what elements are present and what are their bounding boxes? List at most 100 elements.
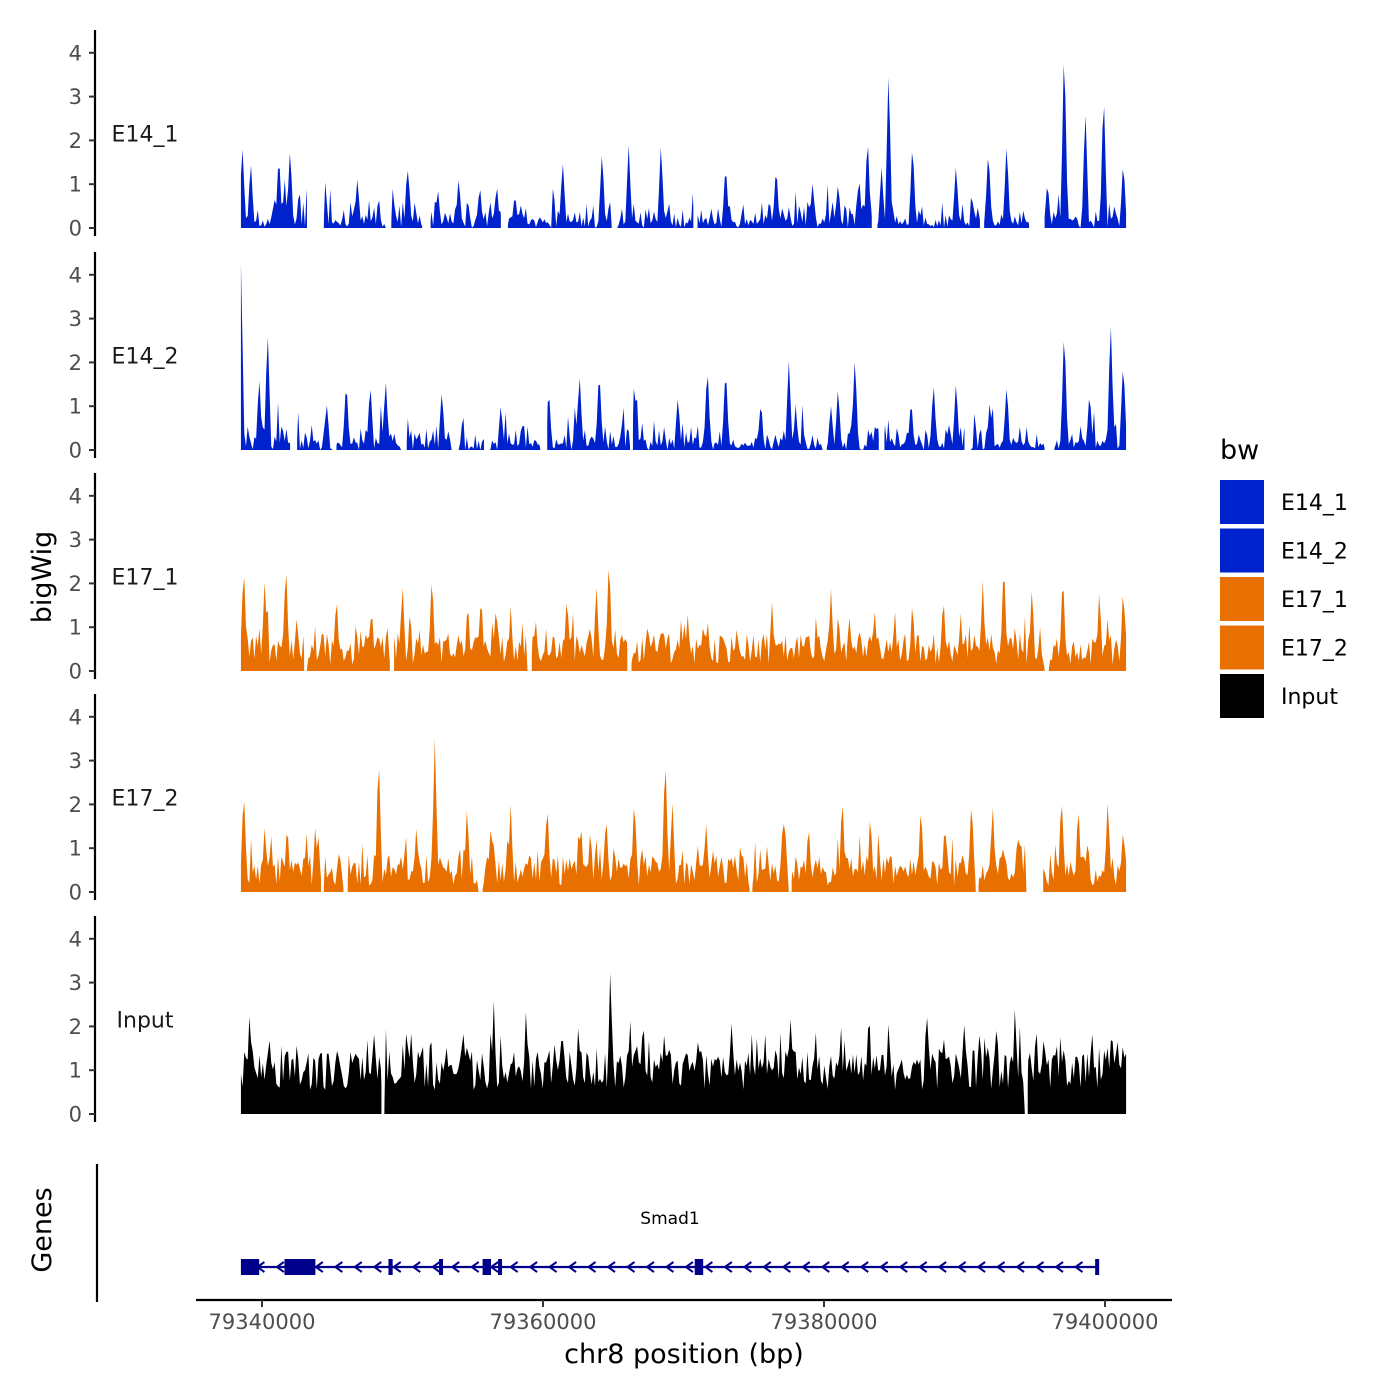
track-label: Input — [117, 1008, 174, 1033]
track-panel-input: 0 1 2 3 4 Input — [69, 912, 1127, 1127]
track-panel-e17-2: 0 1 2 3 4 E17_2 — [69, 690, 1127, 905]
legend-swatch — [1220, 577, 1264, 621]
track-label: E14_1 — [112, 122, 179, 147]
signal-gap — [788, 690, 792, 893]
gene-name-label: Smad1 — [640, 1209, 699, 1229]
y-tick-label: 1 — [69, 616, 82, 640]
strand-arrow — [820, 1261, 830, 1273]
y-tick-label: 3 — [69, 528, 82, 552]
strand-arrow — [664, 1261, 675, 1273]
y-tick-label: 2 — [69, 351, 82, 375]
strand-arrow — [976, 1261, 986, 1273]
y-tick-label: 0 — [69, 660, 82, 684]
gene-exon — [240, 1259, 260, 1275]
y-tick-label: 3 — [69, 971, 82, 995]
y-tick-label: 4 — [69, 927, 82, 951]
strand-arrow — [333, 1261, 343, 1273]
strand-arrow — [723, 1261, 733, 1273]
x-axis-ticks: 79340000 79360000 79380000 79400000 — [209, 1300, 1159, 1334]
signal-gap — [749, 690, 753, 893]
signal-gap — [478, 690, 483, 893]
signal-gap — [871, 26, 878, 229]
signal-gap — [822, 248, 827, 451]
track-label: E17_1 — [112, 565, 179, 590]
strand-arrow — [411, 1261, 421, 1273]
y-tick-label: 3 — [69, 307, 82, 331]
signal-gap — [389, 469, 395, 672]
x-axis: 79340000 79360000 79380000 79400000 chr8 po… — [196, 1298, 1172, 1370]
signal-gap — [975, 690, 979, 893]
track-panel-e17-1: 0 1 2 3 4 E17_1 — [69, 469, 1127, 684]
strand-arrow — [1073, 1261, 1084, 1273]
y-tick-label: 0 — [69, 881, 82, 905]
strand-arrow — [430, 1261, 441, 1273]
signal-gap — [401, 248, 407, 451]
legend-title: bw — [1220, 435, 1259, 466]
gene-exon — [482, 1259, 492, 1275]
strand-arrow — [1034, 1261, 1045, 1273]
legend-label: E17_1 — [1281, 588, 1348, 613]
signal-gap — [451, 248, 459, 451]
strand-arrow — [450, 1261, 460, 1273]
gene-exon — [694, 1259, 704, 1275]
strand-arrow — [489, 1261, 499, 1273]
signal-gap — [306, 26, 324, 229]
y-tick-label: 4 — [69, 484, 82, 508]
legend-label: E14_2 — [1281, 540, 1348, 565]
legend-swatch — [1220, 480, 1264, 524]
signal-gap — [627, 469, 632, 672]
signal-gap — [422, 26, 431, 229]
signal-gap — [385, 26, 392, 229]
signal-gap — [483, 248, 490, 451]
strand-arrow — [781, 1261, 791, 1273]
strand-arrow — [372, 1261, 382, 1273]
signal-area-e17-1 — [240, 570, 1127, 671]
signal-area-input — [240, 973, 1127, 1114]
strand-arrow — [742, 1261, 752, 1273]
strand-arrow — [956, 1261, 967, 1273]
gene-exon — [439, 1259, 444, 1275]
strand-arrow — [586, 1261, 597, 1273]
legend-swatch — [1220, 674, 1264, 718]
y-tick-label: 2 — [69, 1015, 82, 1039]
signal-gap — [527, 469, 532, 672]
legend-swatch — [1220, 528, 1264, 573]
strand-arrow — [762, 1261, 772, 1273]
y-tick-label: 1 — [69, 395, 82, 419]
signal-area-e14-1 — [240, 64, 1127, 228]
legend: bw E14_1 E14_2 E17_1 E17_2 Input — [1220, 435, 1348, 718]
y-tick-label: 2 — [69, 129, 82, 153]
x-tick-label: 79400000 — [1052, 1310, 1159, 1334]
signal-gap — [964, 248, 971, 451]
signal-gap — [630, 248, 633, 451]
strand-arrow — [353, 1261, 363, 1273]
y-tick-label: 2 — [69, 572, 82, 596]
strand-arrow — [625, 1261, 636, 1273]
strand-arrow — [859, 1261, 869, 1273]
y-tick-label: 0 — [69, 217, 82, 241]
strand-arrow — [1015, 1261, 1025, 1273]
strand-arrow — [1054, 1261, 1064, 1273]
gene-exon — [284, 1259, 316, 1275]
gene-track: Genes Smad1 — [27, 1164, 1100, 1302]
strand-arrow — [898, 1261, 908, 1273]
strand-arrow — [917, 1261, 928, 1273]
signal-gap — [540, 248, 548, 451]
strand-arrow — [703, 1261, 713, 1273]
signal-gap — [500, 26, 508, 229]
strand-arrow — [469, 1261, 480, 1273]
strand-arrow — [275, 1261, 285, 1273]
track-panel-e14-1: 0 1 2 3 4 E14_1 — [69, 26, 1127, 241]
y-tick-label: 2 — [69, 793, 82, 817]
y-tick-label: 4 — [69, 263, 82, 287]
track-panel-e14-2: 0 1 2 3 4 E14_2 — [69, 248, 1127, 463]
y-tick-label: 3 — [69, 85, 82, 109]
x-tick-label: 79360000 — [490, 1310, 597, 1334]
y-tick-label: 4 — [69, 705, 82, 729]
signal-gap — [1026, 690, 1044, 893]
signal-gap — [611, 26, 618, 229]
signal-gap — [979, 26, 985, 229]
y-tick-label: 4 — [69, 41, 82, 65]
